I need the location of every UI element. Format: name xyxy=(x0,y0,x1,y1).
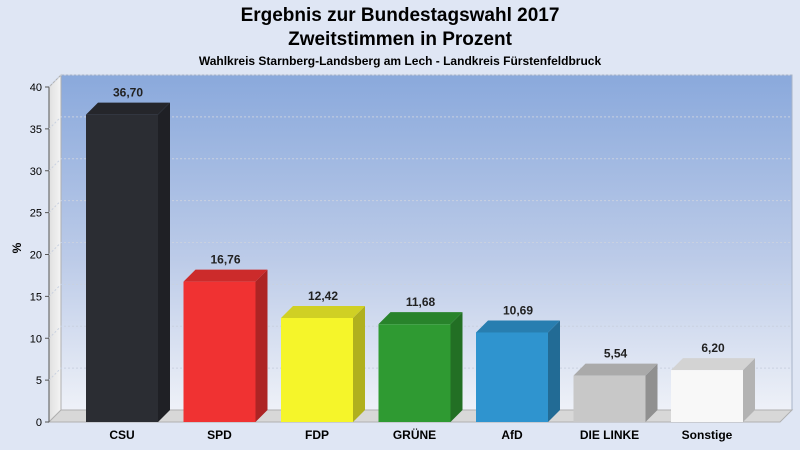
bar-side xyxy=(645,363,658,422)
bar-top xyxy=(573,363,658,376)
data-label: 11,68 xyxy=(406,295,436,309)
x-tick-label: GRÜNE xyxy=(393,427,436,442)
x-tick-label: AfD xyxy=(501,428,523,442)
bar-front xyxy=(476,332,548,422)
bar-side xyxy=(548,320,560,422)
bar-front xyxy=(573,375,646,422)
y-tick-label: 30 xyxy=(30,166,42,178)
gridline xyxy=(48,283,792,297)
chart-title: Ergebnis zur Bundestagswahl 2017 xyxy=(240,5,560,26)
gridline xyxy=(48,158,792,172)
bar-csu: 36,70 xyxy=(86,86,170,422)
bar-front xyxy=(281,317,353,422)
y-tick-label: 35 xyxy=(30,124,42,136)
bar-side xyxy=(743,358,755,422)
x-tick-label: CSU xyxy=(109,428,134,442)
data-label: 10,69 xyxy=(503,303,533,317)
bar-sonstige: 6,20 xyxy=(671,341,755,422)
bar-front xyxy=(378,324,451,422)
bar-front xyxy=(86,114,158,422)
bar-front xyxy=(183,281,256,422)
x-axis: CSU SPD FDP GRÜNE AfD DIE LINKE Sonstige xyxy=(109,427,732,442)
x-tick-label: DIE LINKE xyxy=(580,428,639,442)
bar-spd: 16,76 xyxy=(183,253,268,422)
chart-subtitle: Zweitstimmen in Prozent xyxy=(288,29,512,50)
y-tick-label: 25 xyxy=(30,208,42,220)
x-tick-label: SPD xyxy=(207,428,232,442)
chart-district: Wahlkreis Starnberg-Landsberg am Lech - … xyxy=(198,54,602,68)
y-tick-label: 20 xyxy=(30,250,42,262)
bar-top xyxy=(86,102,170,115)
bar-top xyxy=(476,320,560,333)
data-label: 6,20 xyxy=(701,341,725,355)
bar-side xyxy=(158,102,170,422)
bar-top xyxy=(183,269,268,282)
gridline xyxy=(48,74,792,88)
y-tick-label: 15 xyxy=(30,291,42,303)
bar-die-linke: 5,54 xyxy=(573,347,658,422)
gridline xyxy=(48,242,792,255)
data-label: 36,70 xyxy=(113,86,143,100)
data-label: 16,76 xyxy=(210,253,240,267)
bars-group: 36,70 16,76 12,42 11,68 10,69 5,54 6,20 xyxy=(86,86,755,422)
bar-front xyxy=(671,370,743,422)
chart-title-block: Ergebnis zur Bundestagswahl 2017 Zweitst… xyxy=(0,0,800,69)
bar-top xyxy=(671,358,755,371)
bar-grüne: 11,68 xyxy=(378,295,463,422)
bar-top xyxy=(281,305,365,318)
bar-afd: 10,69 xyxy=(476,303,560,422)
bar-side xyxy=(353,305,365,422)
data-label: 5,54 xyxy=(604,347,628,361)
bar-side xyxy=(450,312,463,422)
data-label: 12,42 xyxy=(308,289,338,303)
y-tick-label: 10 xyxy=(30,333,42,345)
y-axis-label: % xyxy=(10,242,24,253)
y-tick-label: 40 xyxy=(30,82,42,94)
y-tick-label: 0 xyxy=(36,417,42,429)
gridline xyxy=(48,200,792,213)
bar-top xyxy=(378,312,463,325)
gridline xyxy=(48,116,792,130)
y-tick-label: 5 xyxy=(36,375,42,387)
x-tick-label: FDP xyxy=(305,428,329,442)
x-tick-label: Sonstige xyxy=(682,428,733,442)
bar-fdp: 12,42 xyxy=(281,289,365,422)
bar-side xyxy=(255,269,268,422)
